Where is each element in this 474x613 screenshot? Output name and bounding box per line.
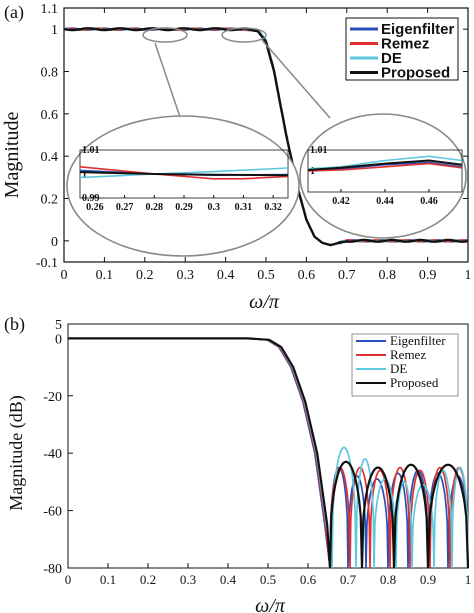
passband-left-zoom-xtick-label: 0.28: [146, 202, 164, 213]
panel-a-xtick-label: 0.1: [96, 268, 114, 283]
panel-a-ytick-label: -0.1: [36, 256, 58, 271]
panel-a-ytick-label: 1.1: [41, 2, 59, 17]
panel-b-ytick-label: -20: [43, 390, 62, 405]
panel-b-xtick-label: 0.2: [140, 572, 156, 587]
passband-left-zoom-xtick-label: 0.31: [235, 202, 253, 213]
passband-right-zoom-series-remez: [307, 162, 463, 172]
panel-b-xtick-label: 0.4: [220, 572, 237, 587]
panel-b-xtick-label: 0: [65, 572, 72, 587]
passband-left-zoom-series-remez: [79, 166, 289, 180]
panel-a-xtick-label: 1: [465, 268, 472, 283]
panel-b-xtick-label: 0.7: [340, 572, 357, 587]
passband-left-zoom-xtick-label: 0.32: [264, 202, 282, 213]
panel-a-legend-label: Proposed: [381, 65, 450, 82]
panel-b-xlabel: ω/π: [255, 595, 286, 613]
panel-a-xtick-label: 0.5: [257, 268, 275, 283]
panel-b-ytick-label: 0: [55, 332, 62, 347]
panel-a-xtick-label: 0.3: [176, 268, 194, 283]
passband-left-zoom-ytick-label: 0.99: [82, 193, 100, 204]
panel-b-tag: (b): [4, 314, 25, 335]
passband-left-zoom: 0.26 0.27 0.28 0.29 0.3 0.31 0.32 1.01 1 0.99: [79, 145, 289, 213]
panel-a-lines: [63, 27, 469, 247]
panel-b-ytick-label: -80: [43, 562, 62, 577]
panel-a-xlabel: ω/π: [249, 291, 280, 313]
panel-a-xtick-label: 0.2: [136, 268, 154, 283]
panel-b-series-de: [68, 337, 469, 569]
panel-b-xtick-label: 1: [465, 572, 472, 587]
passband-left-zoom-series-de: [79, 167, 289, 179]
passband-right-zoom-ytick-label: 1.01: [310, 145, 328, 156]
panel-a-xtick-label: 0.9: [419, 268, 437, 283]
zoom-connector-right: [261, 39, 331, 119]
panel-a-legend-label: Remez: [381, 36, 429, 53]
panel-a-ytick-label: 0.4: [41, 150, 59, 165]
panel-a-ylabel: Magnitude: [1, 112, 23, 199]
panel-b-legend-label: DE: [390, 361, 407, 376]
passband-right-zoom-xtick-label: 0.44: [376, 196, 394, 207]
panel-b-lines: [68, 337, 470, 569]
passband-left-zoom-xtick-label: 0.29: [175, 202, 193, 213]
panel-a-ytick-label: 0.8: [41, 66, 59, 81]
passband-left-zoom-xtick-label: 0.3: [207, 202, 220, 213]
zoom-ellipse-left: [66, 115, 300, 257]
panel-b-series-remez: [68, 337, 469, 569]
zoom-marker-right: [221, 27, 267, 43]
panel-a-ytick-label: 0.2: [41, 193, 59, 208]
panel-a-legend-label: Eigenfilter: [381, 21, 455, 38]
panel-b-xtick-label: 0.8: [380, 572, 396, 587]
panel-b-legend-label: Proposed: [390, 375, 439, 390]
panel-b-xtick-label: 0.1: [100, 572, 116, 587]
passband-right-zoom-xtick-label: 0.42: [332, 196, 350, 207]
zoom-ellipse-right: [299, 113, 467, 239]
zoom-marker-left: [142, 27, 188, 43]
panel-a-ytick-label: 1: [51, 23, 58, 38]
panel-b-xtick-label: 0.9: [420, 572, 436, 587]
passband-left-zoom-xtick-label: 0.26: [86, 202, 104, 213]
panel-b-ytick-label: -40: [43, 447, 62, 462]
panel-b-legend-label: Remez: [390, 347, 426, 362]
panel-a-ytick-label: 0: [51, 235, 58, 250]
passband-right-zoom-series-proposed: [307, 159, 463, 171]
panel-b-xtick-label: 0.6: [300, 572, 317, 587]
passband-right-zoom-series-de: [307, 155, 463, 170]
panel-b-ytick-label: -60: [43, 505, 62, 520]
panel-b-xtick-label: 0.3: [180, 572, 196, 587]
panel-a-ticks: 0 0.1 0.2 0.3 0.4 0.5 0.6 0.7 0.8 0.9 1-0.100.20.4…: [36, 2, 472, 283]
panel-b-xtick-label: 0.5: [260, 572, 276, 587]
panel-a-series-proposed: [63, 27, 469, 247]
panel-a-xtick-label: 0.6: [298, 268, 316, 283]
zoom-connector-left: [154, 42, 181, 118]
panel-a-xtick-label: 0: [61, 268, 68, 283]
panel-a-legend-label: DE: [381, 50, 402, 67]
panel-b-legend-box: [351, 333, 459, 397]
zoom-callouts: [66, 27, 467, 257]
panel-a-xtick-label: 0.8: [378, 268, 396, 283]
passband-left-zoom-xtick-label: 0.27: [116, 202, 134, 213]
panel-a-xtick-label: 0.4: [217, 268, 235, 283]
panel-a-ytick-label: 0.6: [41, 108, 59, 123]
passband-left-zoom-series-proposed: [79, 171, 289, 177]
panel-b-legend-label: Eigenfilter: [390, 333, 446, 348]
passband-left-zoom-ytick-label: 1: [82, 169, 87, 180]
panel-a-tag: (a): [4, 2, 24, 23]
panel-b-ytick-label: 5: [55, 318, 62, 333]
passband-left-zoom-ytick-label: 1.01: [82, 145, 100, 156]
passband-right-zoom: 0.42 0.44 0.461.011: [307, 145, 463, 207]
passband-right-zoom-xtick-label: 0.46: [420, 196, 438, 207]
panel-b-ylabel: Magnitude (dB): [6, 395, 27, 510]
panel-b-series-proposed: [68, 337, 470, 569]
panel-a-xtick-label: 0.7: [338, 268, 356, 283]
